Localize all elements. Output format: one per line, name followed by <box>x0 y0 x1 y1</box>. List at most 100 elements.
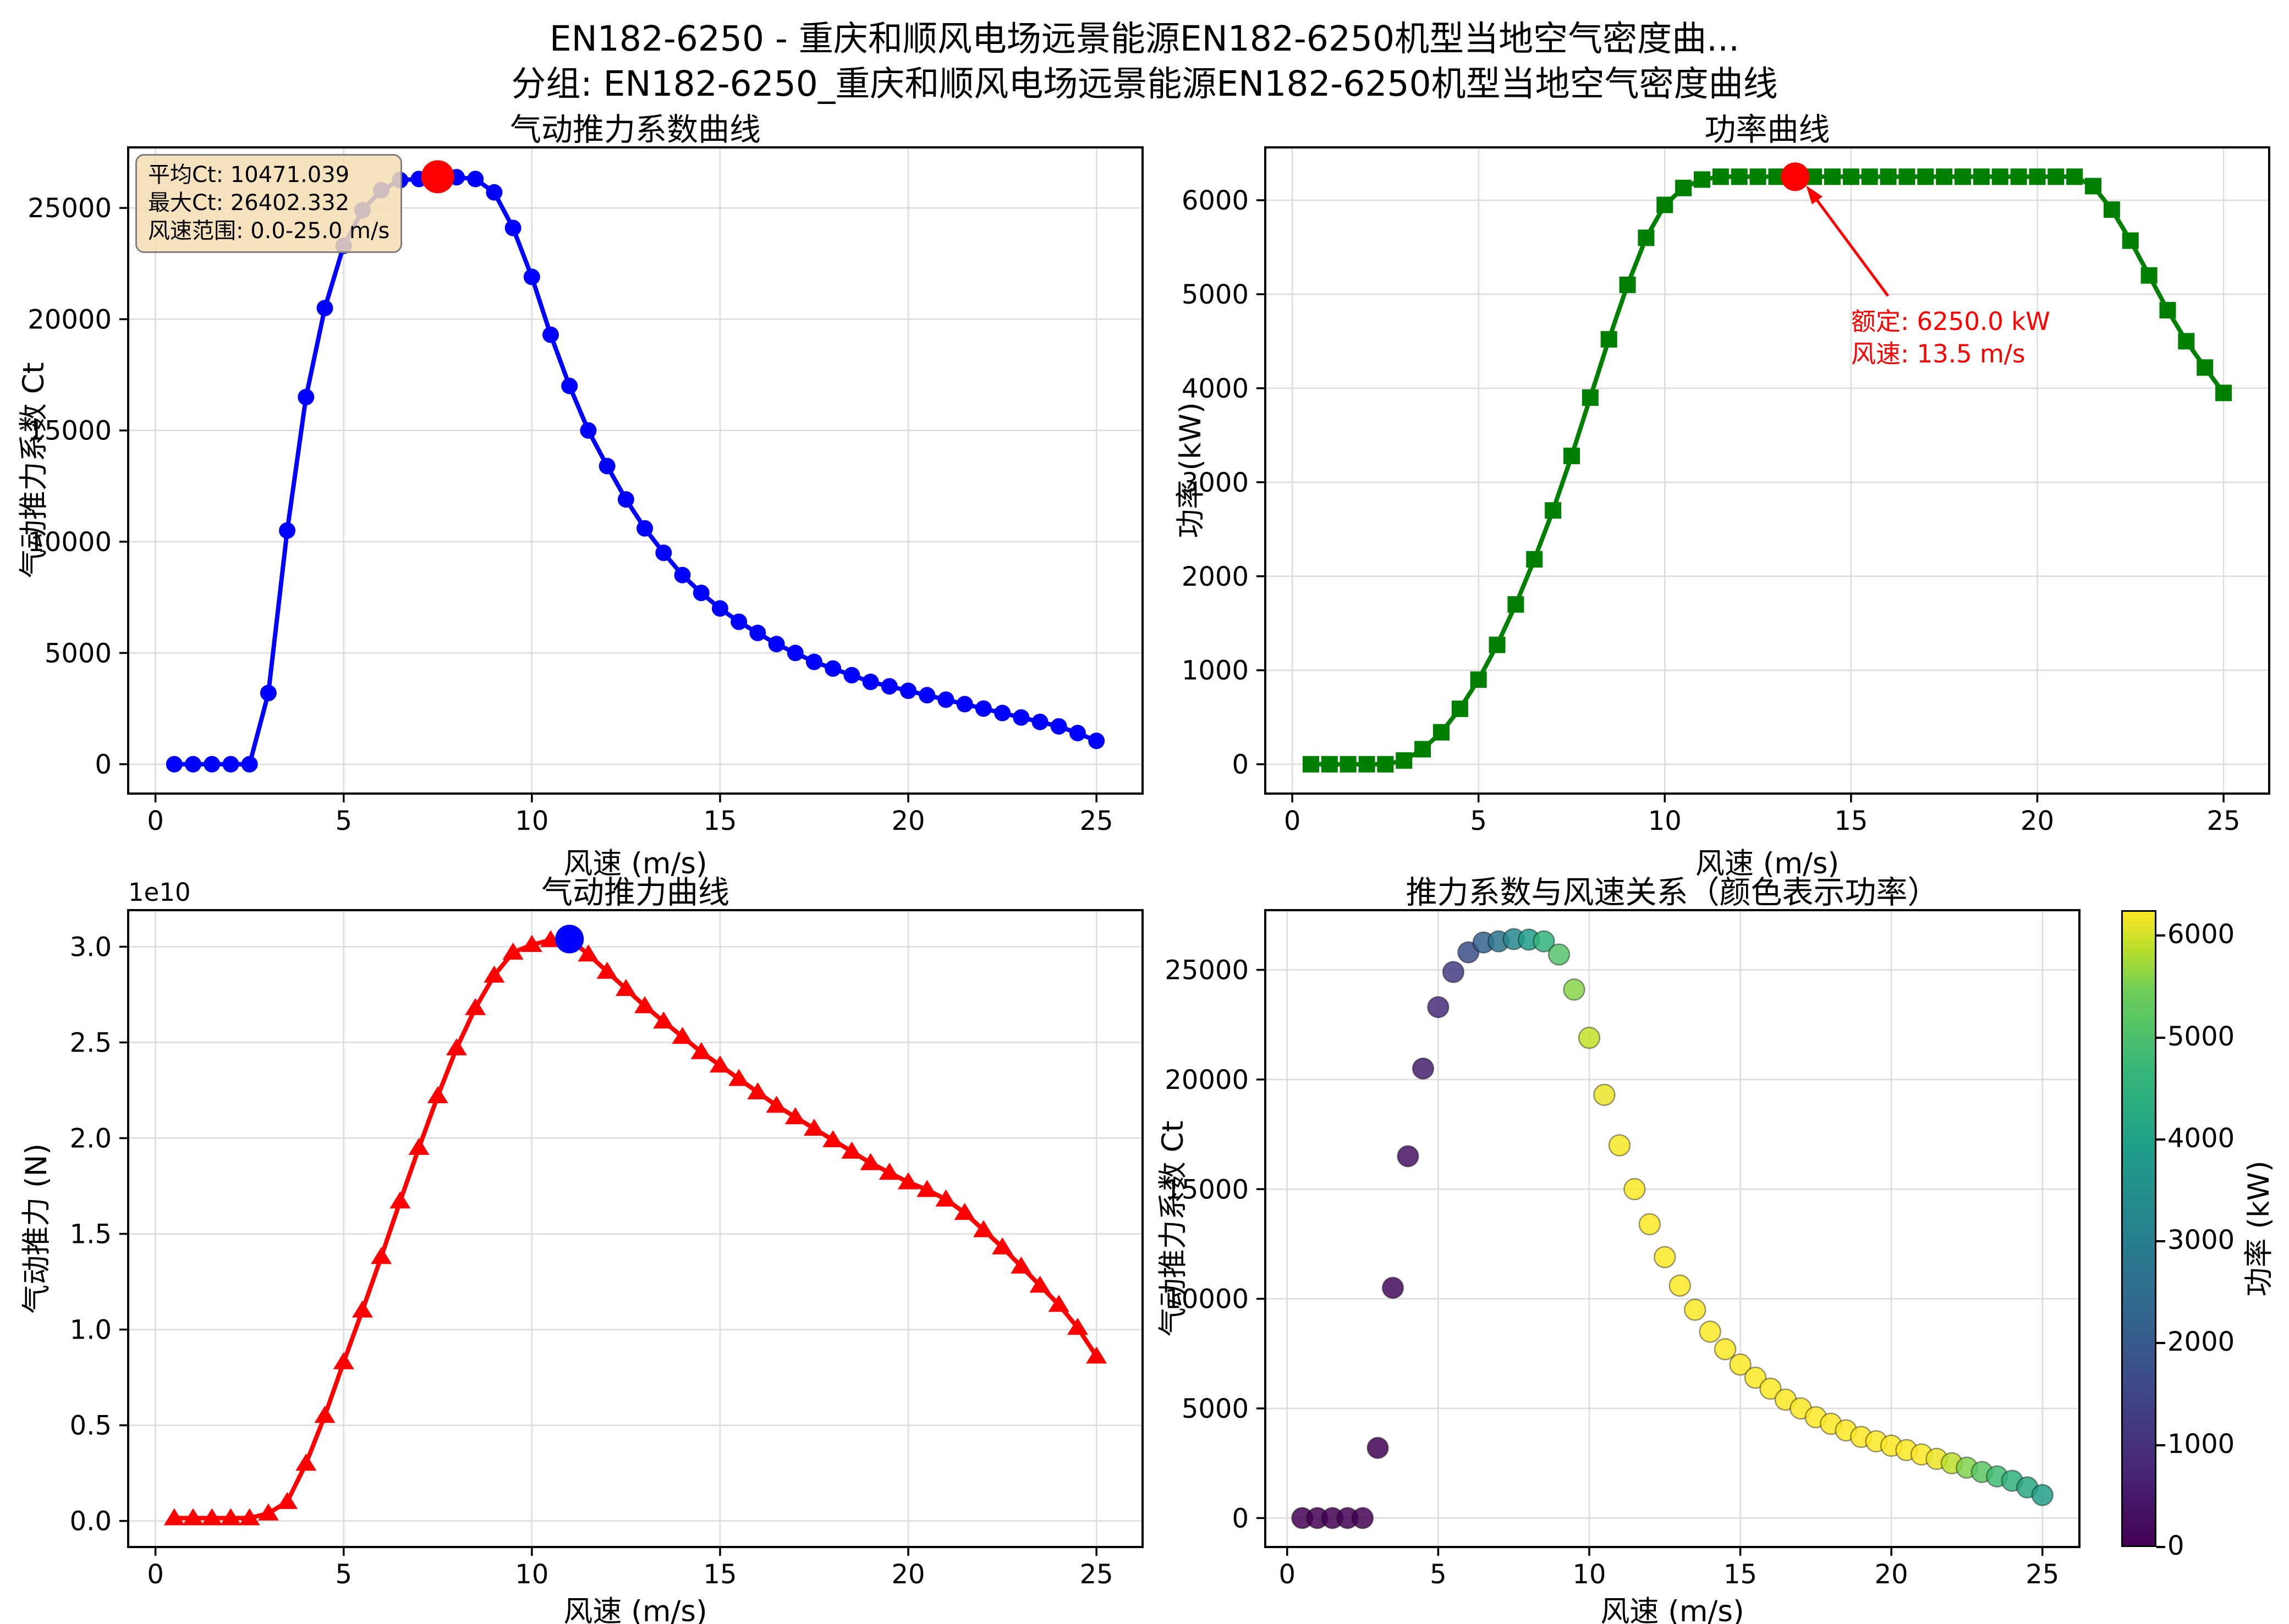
series-markers <box>163 929 1107 1526</box>
svg-text:0: 0 <box>147 1559 164 1590</box>
series-line <box>1311 174 2226 767</box>
highlight-dot <box>1781 162 1810 191</box>
svg-text:25: 25 <box>2025 1559 2059 1590</box>
svg-text:10000: 10000 <box>1165 1284 1249 1315</box>
figure-title-line1: EN182-6250 - 重庆和顺风电场远景能源EN182-6250机型当地空气… <box>549 19 1740 59</box>
svg-text:25000: 25000 <box>28 193 112 224</box>
colorbar-tickmark <box>2156 934 2165 937</box>
axis-ticks: 0 5 10 15 20 25 0 5000 10000 15000 20000 25000 <box>1165 955 2059 1590</box>
svg-text:25000: 25000 <box>1165 955 1249 986</box>
grid-lines <box>128 147 1143 794</box>
svg-text:20: 20 <box>2021 806 2054 836</box>
colorbar-tick-label: 5000 <box>2167 1021 2235 1052</box>
colorbar-tick-label: 0 <box>2167 1531 2184 1561</box>
axes-spines <box>127 909 1144 1548</box>
colorbar-tick-label: 2000 <box>2167 1326 2235 1358</box>
svg-text:10: 10 <box>515 806 548 836</box>
series-markers <box>1302 168 2232 773</box>
series-line <box>174 937 1099 1521</box>
svg-text:25: 25 <box>2207 806 2241 836</box>
colorbar <box>2121 910 2156 1547</box>
axis-ticks: 0 5 10 15 20 25 0 1000 2000 3000 4000 5000 6000 <box>1182 185 2241 836</box>
svg-text:20: 20 <box>1875 1559 1908 1590</box>
svg-text:15: 15 <box>1834 806 1868 836</box>
svg-text:2.0: 2.0 <box>70 1124 112 1154</box>
svg-text:20: 20 <box>892 806 925 836</box>
grid-lines <box>1265 147 2269 794</box>
colorbar-label: 功率 (kW) <box>2242 1160 2276 1297</box>
svg-text:15: 15 <box>1723 1559 1757 1590</box>
svg-text:5000: 5000 <box>45 638 112 669</box>
svg-text:15000: 15000 <box>28 416 112 447</box>
x-axis-label-windspeed-1: 风速 (m/s) <box>1695 847 1840 880</box>
y-axis-offset-text: 1e10 <box>128 878 191 907</box>
svg-text:5: 5 <box>335 1559 352 1590</box>
colorbar-tickmark <box>2156 1036 2165 1039</box>
axes-spines <box>1264 146 2270 795</box>
ct-stats-box: 平均Ct: 10471.039 最大Ct: 26402.332 风速范围: 0.… <box>135 154 403 253</box>
rated-power-annotation: 额定: 6250.0 kW 风速: 13.5 m/s <box>1851 306 2050 370</box>
svg-text:3000: 3000 <box>1182 467 1249 498</box>
svg-text:5: 5 <box>1430 1559 1447 1590</box>
highlight-dot <box>555 924 584 954</box>
series-line <box>174 174 1097 767</box>
ct-scatter-plot: 0 5 10 15 20 25 0 5000 10000 15000 20000 25000 <box>1165 909 2081 1590</box>
x-axis-label-windspeed-3: 风速 (m/s) <box>1600 1595 1744 1624</box>
scatter-points <box>1291 928 2054 1529</box>
svg-text:15000: 15000 <box>1165 1174 1249 1205</box>
annotation-arrow <box>1806 185 1890 297</box>
svg-text:1.5: 1.5 <box>70 1219 112 1250</box>
x-axis-label-windspeed-0: 风速 (m/s) <box>563 847 707 880</box>
svg-text:1.0: 1.0 <box>70 1315 112 1346</box>
ct-curve-plot: 0 5 10 15 20 25 0 5000 10000 15000 20000 25000 <box>28 146 1144 836</box>
svg-text:20000: 20000 <box>1165 1065 1249 1095</box>
svg-text:0.5: 0.5 <box>70 1411 112 1441</box>
svg-text:10: 10 <box>1648 806 1682 836</box>
svg-text:15: 15 <box>703 806 737 836</box>
svg-text:2.5: 2.5 <box>70 1028 112 1059</box>
axis-ticks: 0 5 10 15 20 25 0 5000 10000 15000 20000 25000 <box>28 193 1113 836</box>
svg-text:0.0: 0.0 <box>70 1506 112 1537</box>
svg-text:5000: 5000 <box>1182 279 1249 310</box>
svg-text:5: 5 <box>1470 806 1487 836</box>
subplot-title-power-curve: 功率曲线 <box>1704 112 1830 148</box>
colorbar-tickmark <box>2156 1240 2165 1243</box>
subplot-title-ct-curve: 气动推力系数曲线 <box>510 112 761 148</box>
svg-text:0: 0 <box>147 806 164 836</box>
colorbar-tickmark <box>2156 1546 2165 1548</box>
svg-text:10: 10 <box>515 1559 548 1590</box>
rated-power-line: 额定: 6250.0 kW <box>1851 307 2050 336</box>
svg-text:15: 15 <box>703 1559 737 1590</box>
colorbar-tick-label: 1000 <box>2167 1428 2235 1460</box>
subplot-title-thrust-curve: 气动推力曲线 <box>541 874 729 911</box>
colorbar-tick-label: 3000 <box>2167 1225 2235 1256</box>
series-markers <box>166 168 1105 773</box>
svg-text:20000: 20000 <box>28 304 112 335</box>
svg-text:3.0: 3.0 <box>70 932 112 962</box>
svg-text:5000: 5000 <box>1182 1394 1249 1424</box>
svg-text:1000: 1000 <box>1182 656 1249 686</box>
colorbar-tick-label: 6000 <box>2167 919 2235 950</box>
ct-stats-line-range: 风速范围: 0.0-25.0 m/s <box>148 218 390 244</box>
axes-spines <box>1264 909 2081 1548</box>
svg-text:10: 10 <box>1572 1559 1606 1590</box>
svg-text:5: 5 <box>335 806 352 836</box>
figure-title-line2: 分组: EN182-6250_重庆和顺风电场远景能源EN182-6250机型当地… <box>511 64 1778 104</box>
svg-text:20: 20 <box>892 1559 925 1590</box>
svg-text:4000: 4000 <box>1182 373 1249 404</box>
colorbar-tick-label: 4000 <box>2167 1122 2235 1154</box>
thrust-curve-plot: 0 5 10 15 20 25 0.0 0.5 1.0 1.5 2.0 2.5 3.0 <box>70 909 1144 1590</box>
svg-text:2000: 2000 <box>1182 561 1249 592</box>
colorbar-tickmark <box>2156 1444 2165 1446</box>
ct-stats-line-max: 最大Ct: 26402.332 <box>148 190 350 216</box>
svg-text:0: 0 <box>95 750 112 780</box>
svg-text:0: 0 <box>1232 750 1249 780</box>
rated-windspeed-line: 风速: 13.5 m/s <box>1851 339 2025 368</box>
x-axis-label-windspeed-2: 风速 (m/s) <box>563 1595 707 1624</box>
svg-text:25: 25 <box>1080 1559 1113 1590</box>
svg-text:10000: 10000 <box>28 527 112 558</box>
svg-text:6000: 6000 <box>1182 185 1249 216</box>
svg-text:25: 25 <box>1080 806 1113 836</box>
svg-text:0: 0 <box>1279 1559 1296 1590</box>
